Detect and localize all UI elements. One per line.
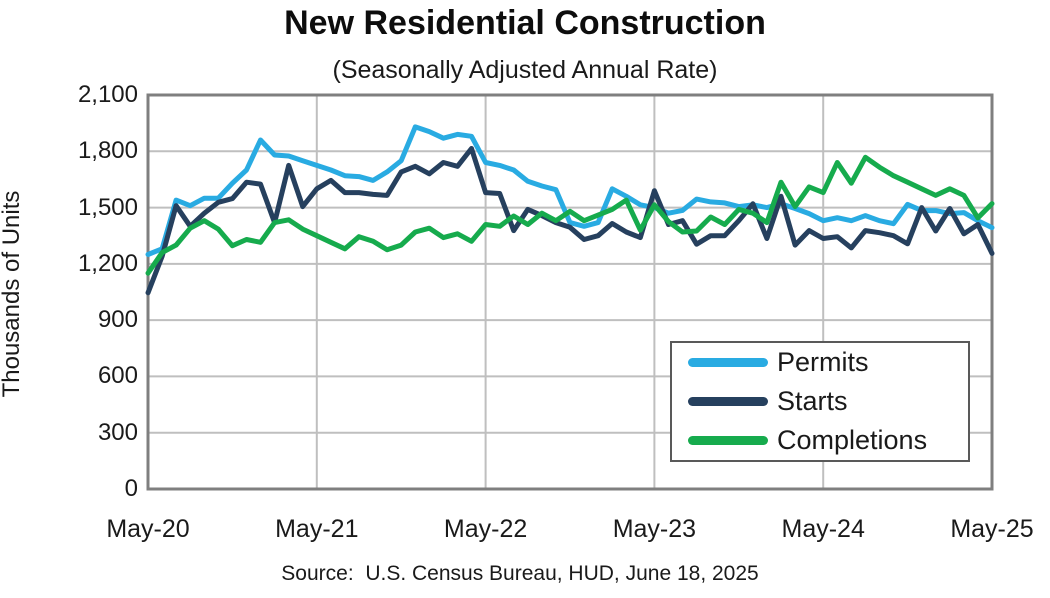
starts-line xyxy=(145,146,995,296)
y-tick-label-600: 600 xyxy=(97,362,138,390)
chart-subtitle: (Seasonally Adjusted Annual Rate) xyxy=(332,56,718,84)
starts-line-swatch xyxy=(688,397,768,406)
legend-item-completions: Completions xyxy=(672,422,968,460)
completions-line-swatch xyxy=(688,436,768,445)
x-tick-label-May-22: May-22 xyxy=(443,515,528,543)
permits-line xyxy=(145,124,995,257)
y-tick-label-1,500: 1,500 xyxy=(77,193,138,221)
source-note: Source: U.S. Census Bureau, HUD, June 18… xyxy=(281,562,759,585)
y-tick-label-900: 900 xyxy=(97,306,138,334)
x-tick-label-May-21: May-21 xyxy=(275,515,359,543)
y-tick-label-2,100: 2,100 xyxy=(77,81,138,108)
y-tick-label-1,800: 1,800 xyxy=(77,137,138,165)
completions-line xyxy=(145,154,995,276)
x-tick-label-May-25: May-25 xyxy=(950,515,1034,543)
legend-label-permits: Permits xyxy=(777,347,869,377)
legend-item-permits: Permits xyxy=(672,344,968,382)
permits-line-swatch xyxy=(688,358,768,367)
legend-item-starts: Starts xyxy=(672,383,968,421)
x-tick-label-May-23: May-23 xyxy=(612,515,697,543)
y-tick-label-1,200: 1,200 xyxy=(77,249,138,277)
y-tick-label-300: 300 xyxy=(97,418,138,446)
legend: Permits Starts Completions xyxy=(670,341,970,462)
x-tick-label-May-24: May-24 xyxy=(781,515,865,543)
y-tick-label-0: 0 xyxy=(124,475,138,502)
legend-label-starts: Starts xyxy=(777,386,848,416)
legend-label-completions: Completions xyxy=(777,425,928,455)
x-tick-label-May-20: May-20 xyxy=(106,515,190,543)
chart-title: New Residential Construction xyxy=(284,4,766,42)
